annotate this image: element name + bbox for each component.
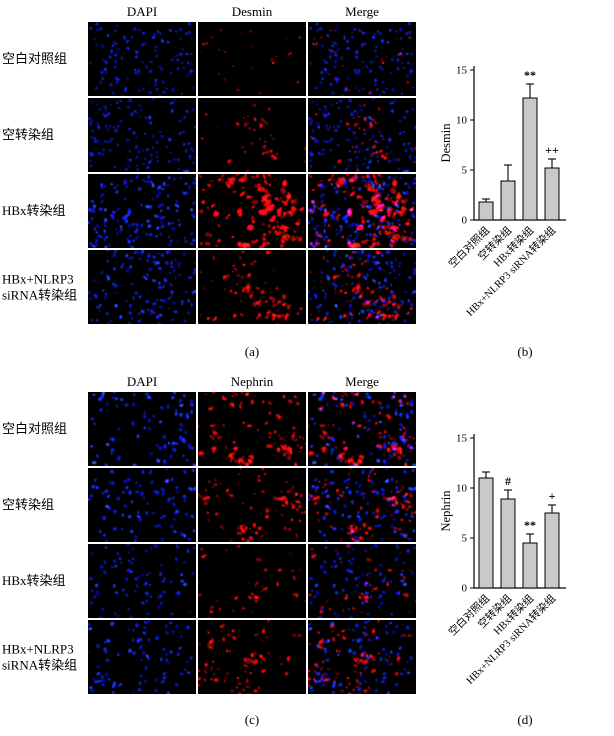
panel-b-label: (b)	[517, 344, 533, 359]
micrograph-c-row1-stain	[198, 468, 306, 542]
bar	[544, 167, 560, 221]
micrograph-a-row0-merge	[308, 22, 416, 96]
column-header-nephrin: Nephrin	[230, 374, 274, 389]
micrograph-a-row1-dapi	[88, 98, 196, 172]
micrograph-a-row2-dapi	[88, 174, 196, 248]
y-axis-title: Nephrin	[439, 490, 453, 532]
y-tick-label: 0	[462, 215, 468, 227]
micrograph-a-row2-stain	[198, 174, 306, 248]
column-header-dapi-2: DAPI	[126, 374, 158, 389]
bar	[522, 542, 538, 589]
micrograph-a-row1-stain	[198, 98, 306, 172]
y-tick-label: 15	[456, 65, 468, 77]
y-tick-label: 5	[462, 165, 468, 177]
micrograph-c-row3-stain	[198, 620, 306, 694]
row-label-a-blank-control: 空白对照组	[2, 51, 68, 67]
micrograph-c-row3-dapi	[88, 620, 196, 694]
desmin-bar-chart: 051015Desmin空白对照组空转染组**HBx转染组++HBx+NLRP3…	[439, 65, 566, 319]
bar	[478, 477, 494, 589]
column-header-merge-2: Merge	[345, 374, 379, 389]
y-tick-label: 10	[456, 115, 468, 127]
nephrin-bar-chart: 051015Nephrin空白对照组#空转染组**HBx转染组+HBx+NLRP…	[439, 433, 566, 687]
bar	[500, 498, 516, 589]
micrograph-c-row3-merge	[308, 620, 416, 694]
bar	[478, 201, 494, 221]
row-label-c-hbx-nlrp3-sirna: HBx+NLRP3 siRNA转染组	[2, 641, 78, 672]
panel-a-column-headers: DAPI Desmin Merge	[88, 4, 416, 20]
micrograph-c-row0-stain	[198, 392, 306, 466]
significance-marker: #	[505, 474, 511, 488]
micrograph-c-row1-merge	[308, 468, 416, 542]
y-axis-title: Desmin	[439, 123, 453, 163]
micrograph-a-row3-dapi	[88, 250, 196, 324]
bar	[544, 512, 560, 589]
row-label-a-hbx: HBx转染组	[2, 203, 66, 219]
y-tick-label: 5	[462, 533, 468, 545]
micrograph-a-row1-merge	[308, 98, 416, 172]
panel-a-micrograph-grid	[88, 22, 416, 324]
bar	[500, 180, 516, 221]
micrograph-c-row2-merge	[308, 544, 416, 618]
panel-c-micrograph-grid	[88, 392, 416, 694]
row-label-a-empty-transfect: 空转染组	[2, 127, 55, 143]
significance-marker: **	[524, 518, 536, 532]
y-tick-label: 15	[456, 433, 468, 445]
panel-c-label: (c)	[244, 712, 260, 727]
micrograph-a-row2-merge	[308, 174, 416, 248]
row-label-c-hbx: HBx转染组	[2, 573, 66, 589]
significance-marker: +	[549, 489, 556, 503]
micrograph-a-row0-dapi	[88, 22, 196, 96]
micrograph-c-row0-merge	[308, 392, 416, 466]
row-label-c-blank-control: 空白对照组	[2, 421, 68, 437]
micrograph-c-row1-dapi	[88, 468, 196, 542]
micrograph-c-row0-dapi	[88, 392, 196, 466]
significance-marker: ++	[545, 143, 559, 157]
row-label-a-hbx-nlrp3-sirna: HBx+NLRP3 siRNA转染组	[2, 271, 78, 302]
column-header-dapi: DAPI	[126, 4, 158, 19]
y-tick-label: 10	[456, 483, 468, 495]
micrograph-a-row0-stain	[198, 22, 306, 96]
panel-d-label: (d)	[517, 712, 533, 727]
bar	[522, 97, 538, 221]
column-header-merge: Merge	[345, 4, 379, 19]
column-header-desmin: Desmin	[231, 4, 273, 19]
micrograph-a-row3-merge	[308, 250, 416, 324]
panel-a-label: (a)	[244, 344, 260, 359]
micrograph-c-row2-stain	[198, 544, 306, 618]
significance-marker: **	[524, 68, 536, 82]
micrograph-c-row2-dapi	[88, 544, 196, 618]
panel-c-column-headers: DAPI Nephrin Merge	[88, 374, 416, 390]
micrograph-a-row3-stain	[198, 250, 306, 324]
y-tick-label: 0	[462, 583, 468, 595]
row-label-c-empty-transfect: 空转染组	[2, 497, 55, 513]
